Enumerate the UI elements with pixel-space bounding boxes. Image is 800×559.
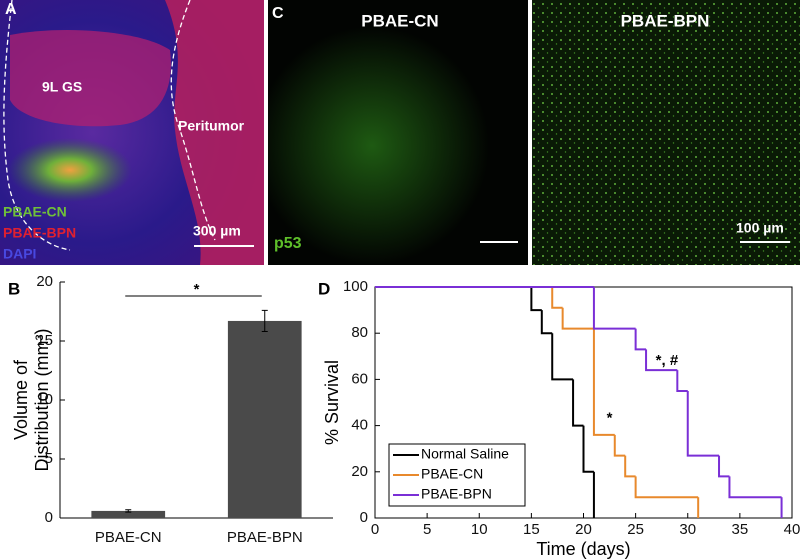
y-tick-label: 0 bbox=[45, 509, 53, 526]
x-tick-label: PBAE-CN bbox=[95, 529, 162, 546]
survival-step bbox=[582, 425, 594, 473]
y-tick-label: 20 bbox=[36, 273, 53, 290]
region-label: Peritumor bbox=[178, 118, 245, 134]
y-tick-label: 60 bbox=[351, 370, 368, 387]
y-tick-label: 40 bbox=[351, 417, 368, 434]
image-title: PBAE-CN bbox=[361, 11, 438, 30]
micrograph bbox=[532, 0, 800, 265]
survival-step bbox=[613, 434, 626, 457]
x-tick-label: PBAE-BPN bbox=[227, 529, 303, 546]
x-tick-label: 35 bbox=[732, 521, 749, 538]
survival-step bbox=[530, 287, 542, 312]
panel-label: B bbox=[8, 279, 20, 298]
legend-label: PBAE-BPN bbox=[421, 486, 492, 502]
survival-step bbox=[645, 349, 678, 372]
bar bbox=[227, 320, 302, 518]
scale-bar-label: 100 µm bbox=[736, 220, 784, 236]
x-tick-label: 15 bbox=[523, 521, 540, 538]
x-tick-label: 25 bbox=[627, 521, 644, 538]
survival-step bbox=[540, 310, 553, 335]
survival-step bbox=[551, 287, 563, 309]
y-tick-label: 20 bbox=[351, 463, 368, 480]
tumor-region bbox=[10, 30, 171, 127]
survival-step bbox=[634, 328, 647, 351]
y-axis-label: Distribution (mm³) bbox=[32, 328, 52, 471]
image-title: PBAE-BPN bbox=[621, 11, 710, 30]
y-tick-label: 10 bbox=[36, 391, 53, 408]
x-tick-label: 40 bbox=[784, 521, 800, 538]
micrograph bbox=[268, 0, 528, 265]
boundary bbox=[170, 0, 216, 241]
panel-c: C PBAE-CN PBAE-BPN p53 100 µm bbox=[268, 0, 800, 265]
survival-step bbox=[728, 476, 782, 499]
legend-label: Normal Saline bbox=[421, 446, 509, 462]
panel-label: A bbox=[5, 1, 17, 18]
error-bar bbox=[125, 509, 132, 513]
survival-step bbox=[551, 333, 574, 381]
legend-entry: DAPI bbox=[3, 246, 36, 262]
survival-step bbox=[686, 390, 720, 457]
survival-step bbox=[592, 287, 636, 330]
survival-step bbox=[718, 455, 730, 478]
y-tick-label: 15 bbox=[36, 332, 53, 349]
y-tick-label: 5 bbox=[45, 450, 53, 467]
y-axis-label: % Survival bbox=[322, 360, 342, 445]
x-tick-label: 20 bbox=[575, 521, 592, 538]
survival-step bbox=[572, 379, 584, 427]
x-tick-label: 0 bbox=[371, 521, 379, 538]
bar bbox=[91, 510, 166, 518]
panel-label: D bbox=[318, 279, 330, 298]
annotation: *, # bbox=[656, 352, 679, 369]
x-axis-label: Time (days) bbox=[536, 539, 630, 559]
x-tick-label: 10 bbox=[471, 521, 488, 538]
y-tick-label: 0 bbox=[360, 509, 368, 526]
x-tick-label: 30 bbox=[679, 521, 696, 538]
survival-step bbox=[624, 455, 636, 478]
survival-step bbox=[634, 476, 699, 499]
y-axis-label: Volume of bbox=[11, 359, 31, 440]
error-bar bbox=[261, 309, 268, 333]
y-tick-label: 100 bbox=[343, 278, 368, 295]
panel-a: A 9L GS Peritumor PBAE-CN PBAE-BPN DAPI … bbox=[0, 0, 264, 265]
x-tick-label: 5 bbox=[423, 521, 431, 538]
stain-label: p53 bbox=[274, 235, 302, 252]
scale-bar-label: 300 µm bbox=[193, 223, 241, 239]
nanoparticle-region bbox=[8, 138, 132, 202]
region-label: 9L GS bbox=[42, 79, 82, 95]
legend-entry: PBAE-BPN bbox=[3, 225, 76, 241]
boundary bbox=[3, 0, 71, 251]
legend-entry: PBAE-CN bbox=[3, 204, 67, 220]
peritumor-region bbox=[165, 0, 264, 265]
survival-step bbox=[592, 328, 615, 436]
significance-label: * bbox=[194, 281, 200, 298]
survival-step bbox=[676, 370, 688, 392]
panel-label: C bbox=[272, 5, 284, 22]
survival-step bbox=[561, 307, 594, 330]
y-tick-label: 80 bbox=[351, 324, 368, 341]
legend-label: PBAE-CN bbox=[421, 466, 483, 482]
annotation: * bbox=[607, 410, 613, 427]
